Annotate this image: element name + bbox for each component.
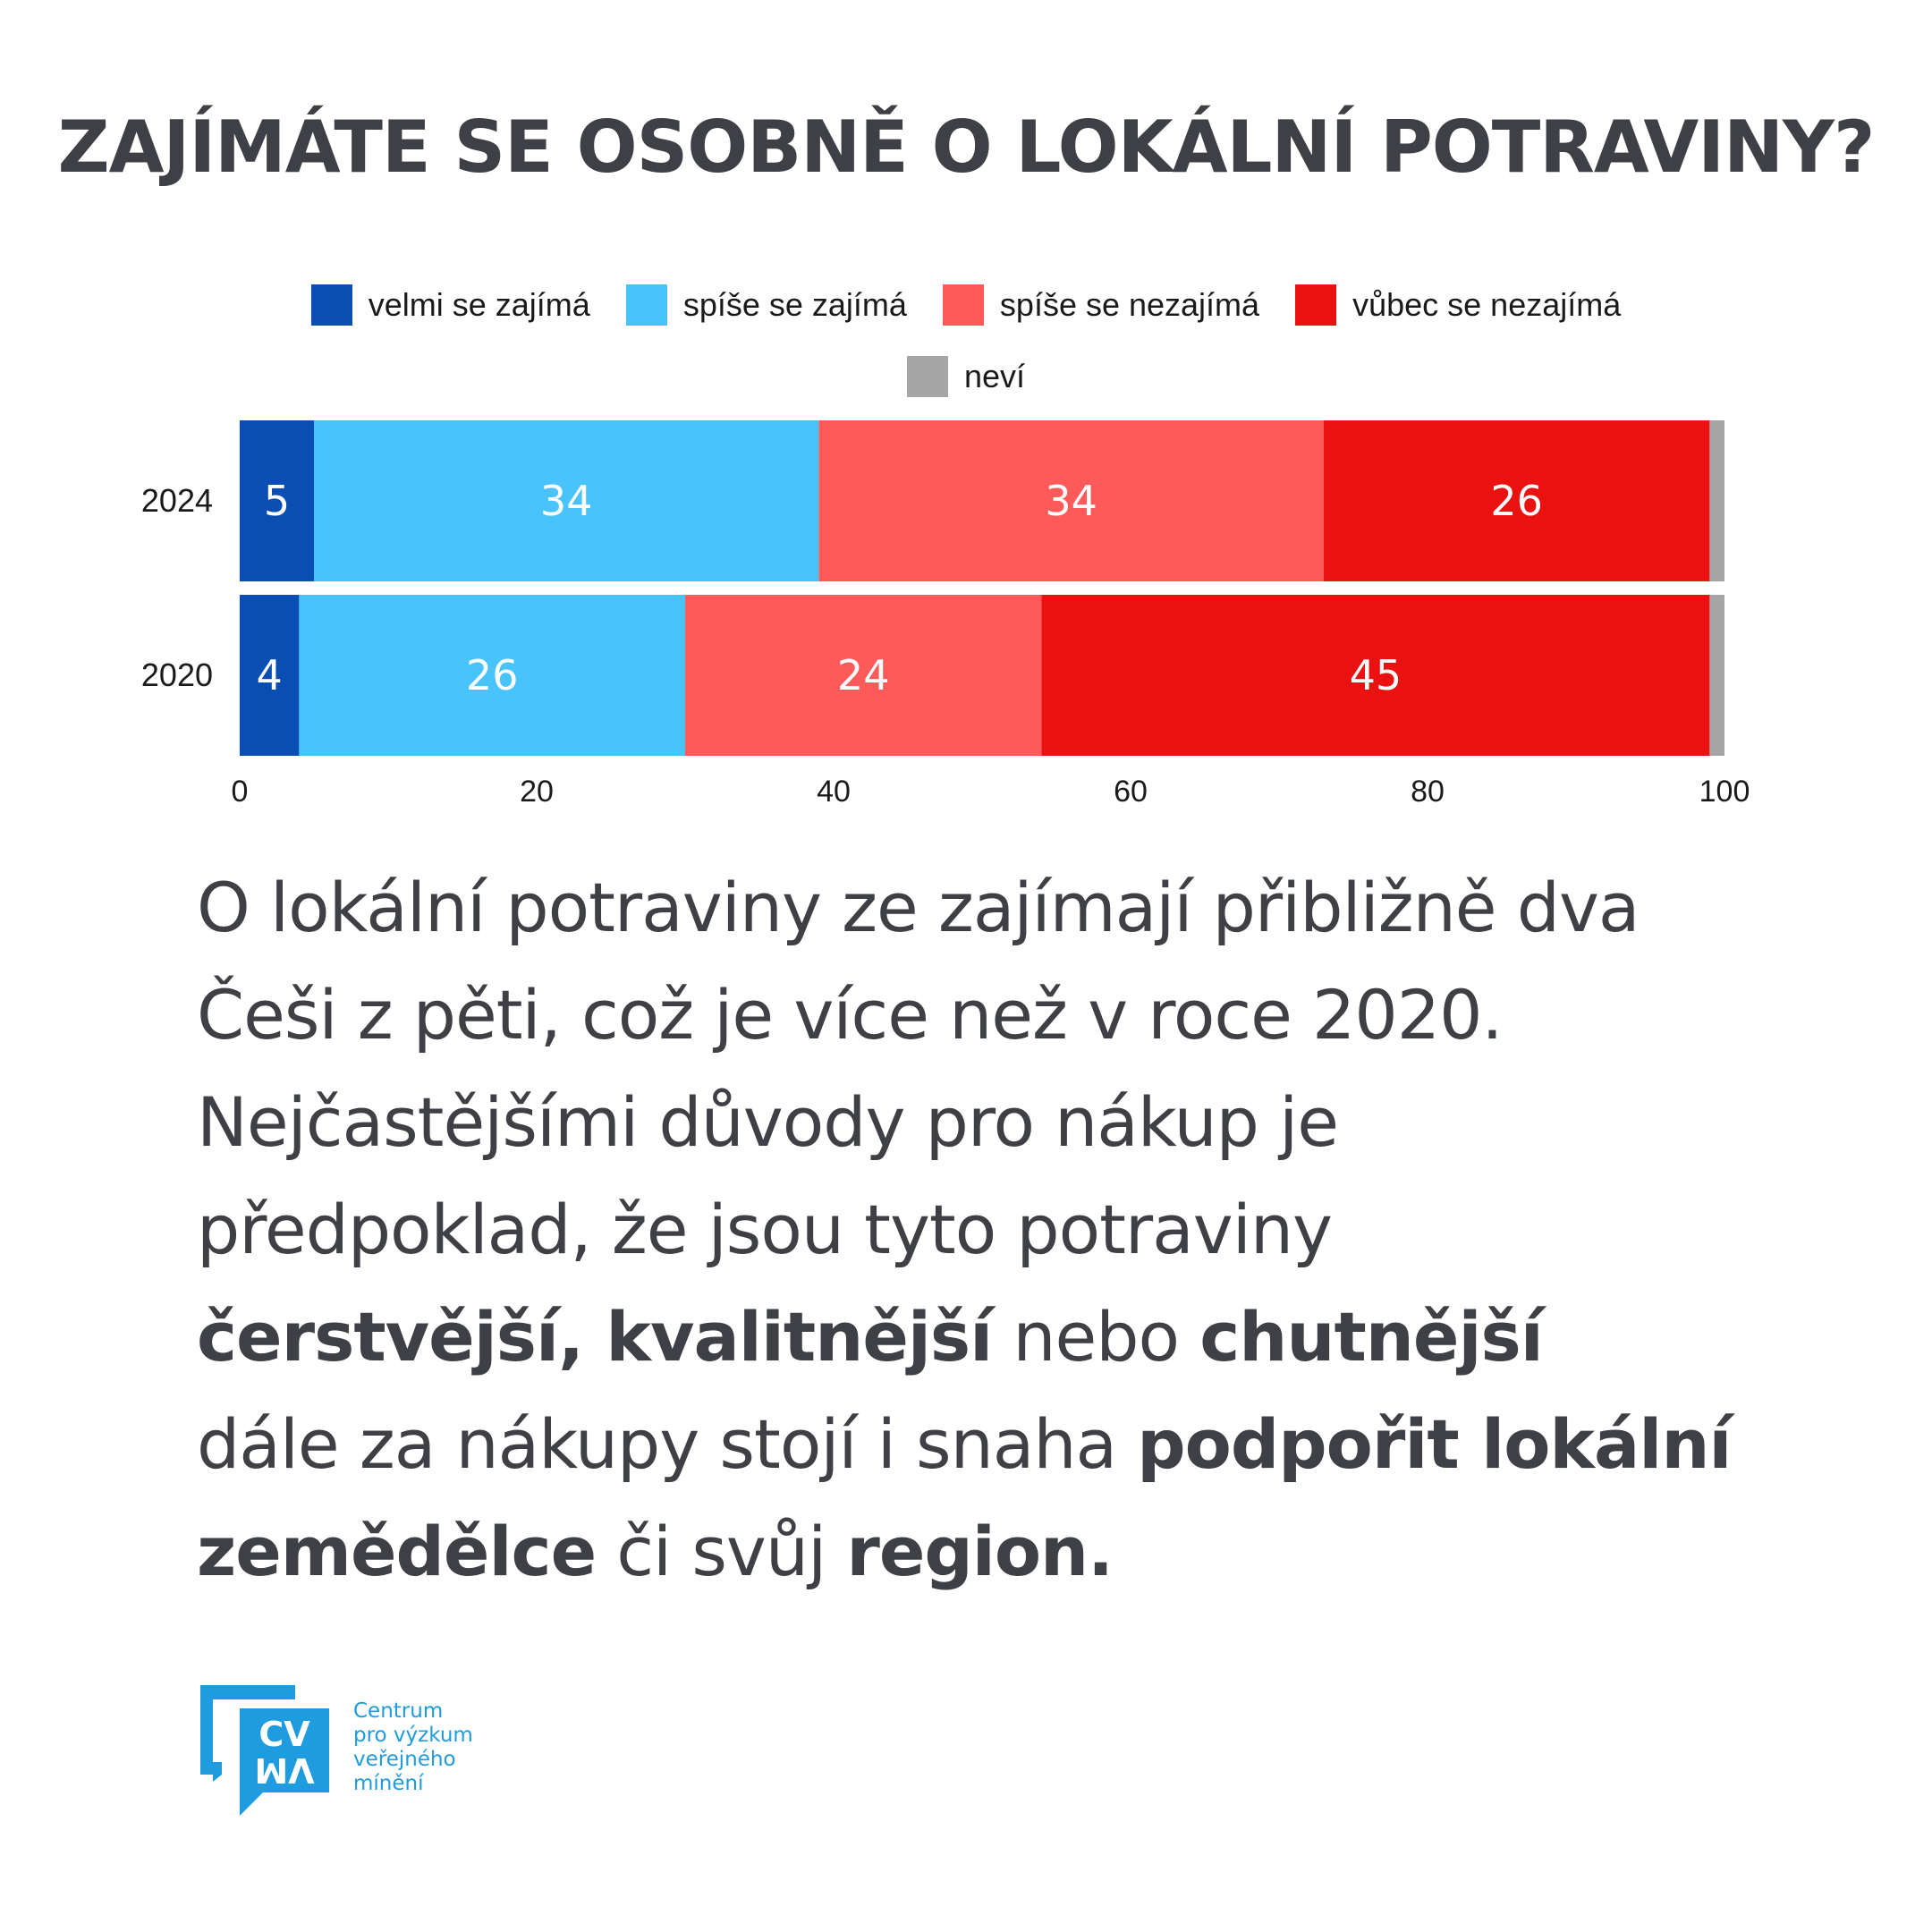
legend-label-nevi: neví (963, 358, 1026, 394)
chart-title: ZAJÍMÁTE SE OSOBNĚ O LOKÁLNÍ POTRAVINY? (57, 106, 1876, 189)
text-dale: dále za nákupy stojí i snaha (197, 1404, 1138, 1484)
legend-swatch-velmi (310, 284, 352, 326)
bold-cerstvejsi: čerstvější (197, 1297, 559, 1377)
bar-2020-sp-e-se-nezaj-m- (685, 595, 1042, 756)
bar-2024-sp-e-se-nezaj-m- (818, 420, 1324, 581)
legend-item-nevi: neví (906, 356, 1026, 397)
legend-row-1: velmi se zajímá spíše se zajímá spíše se… (0, 284, 1932, 326)
legend-swatch-vubec-nezajima (1295, 284, 1337, 326)
body-line-3: Nejčastějšími důvody pro nákup je (197, 1082, 1339, 1162)
body-line-5: čerstvější, kvalitnější nebo chutnější (197, 1284, 1878, 1391)
x-tick-label: 40 (817, 775, 851, 809)
legend-swatch-spise-zajima (625, 284, 667, 326)
legend-label-spise-nezajima: spíše se nezajímá (999, 286, 1260, 323)
text-ci-svuj: či svůj (596, 1512, 847, 1591)
body-text: O lokální potraviny ze zajímají přibližn… (197, 854, 1878, 1606)
legend-swatch-nevi (906, 356, 948, 397)
logo-speech-bubble (240, 1708, 329, 1816)
logo-mark-bottom: VM (254, 1750, 314, 1790)
data-label-2020-v-bec-se-nezaj-m-: 45 (1350, 651, 1402, 699)
bar-2024-nev- (1709, 420, 1724, 581)
data-label-2020-sp-e-se-nezaj-m-: 24 (837, 651, 890, 699)
bold-podporit: podpořit lokální (1137, 1404, 1732, 1484)
logo-line-3: veřejného (353, 1748, 456, 1771)
bar-2020-v-bec-se-nezaj-m- (1041, 595, 1710, 756)
body-line-2: Češi z pěti, což je více než v roce 2020… (197, 975, 1504, 1055)
bar-2024-sp-e-se-zaj-m- (314, 420, 819, 581)
stacked-bar-chart: 5 34 34 26 2024 4 26 24 45 2020 0 20 40 60 80 100 (141, 420, 1750, 809)
bar-2020-velmi-se-zaj-m- (240, 595, 300, 756)
legend-row-2: neví (0, 356, 1932, 397)
legend-item-spise-zajima: spíše se zajímá (625, 284, 907, 326)
logo-line-2: pro výzkum (353, 1724, 473, 1747)
cvvm-logo: CV VM (200, 1685, 329, 1816)
body-line-4: předpoklad, že jsou tyto potraviny (197, 1190, 1333, 1269)
legend-item-velmi: velmi se zajímá (310, 284, 590, 326)
data-label-2020-sp-e-se-zaj-m-: 26 (466, 651, 519, 699)
body-line-1: O lokální potraviny ze zajímají přibližn… (197, 868, 1640, 947)
logo-mark-top: CV (258, 1715, 310, 1754)
data-label-2024-sp-e-se-nezaj-m-: 34 (1045, 477, 1097, 525)
bar-2020-nev- (1709, 595, 1724, 756)
bar-2024-v-bec-se-nezaj-m- (1323, 420, 1710, 581)
bar-2024-velmi-se-zaj-m- (240, 420, 314, 581)
logo-text: Centrum pro výzkum veřejného mínění (353, 1699, 473, 1796)
data-label-2024-sp-e-se-zaj-m-: 34 (540, 477, 593, 525)
body-line-7: zemědělce či svůj region. (197, 1498, 1878, 1606)
bar-2020-sp-e-se-zaj-m- (299, 595, 685, 756)
bold-region: region. (846, 1512, 1114, 1591)
category-label-2020: 2020 (141, 657, 213, 693)
logo-line-4: mínění (353, 1772, 424, 1795)
x-tick-label: 100 (1699, 775, 1750, 809)
legend-label-vubec-nezajima: vůbec se nezajímá (1352, 286, 1622, 323)
logo-line-1: Centrum (353, 1699, 444, 1723)
legend-label-velmi: velmi se zajímá (368, 286, 590, 323)
legend-label-spise-zajima: spíše se zajímá (682, 286, 907, 323)
body-line-6: dále za nákupy stojí i snaha podpořit lo… (197, 1391, 1878, 1498)
legend-item-vubec-nezajima: vůbec se nezajímá (1295, 284, 1621, 326)
data-label-2024-v-bec-se-nezaj-m-: 26 (1490, 477, 1543, 525)
bold-zemedelce: zemědělce (197, 1512, 597, 1591)
x-tick-label: 80 (1411, 775, 1445, 809)
bold-chutnejsi: chutnější (1199, 1297, 1544, 1377)
data-label-2020-velmi-se-zaj-m-: 4 (257, 651, 283, 699)
bold-kvalitnejsi: kvalitnější (606, 1297, 993, 1377)
text-nebo: nebo (992, 1297, 1200, 1377)
x-tick-label: 20 (520, 775, 554, 809)
data-label-2024-velmi-se-zaj-m-: 5 (264, 477, 290, 525)
legend-swatch-spise-nezajima (942, 284, 984, 326)
bold-comma: , (558, 1297, 606, 1377)
logo-outline-bubble (200, 1685, 295, 1782)
x-tick-label: 60 (1114, 775, 1148, 809)
category-label-2024: 2024 (141, 482, 213, 519)
x-tick-label: 0 (232, 775, 249, 809)
legend-item-spise-nezajima: spíše se nezajímá (942, 284, 1260, 326)
